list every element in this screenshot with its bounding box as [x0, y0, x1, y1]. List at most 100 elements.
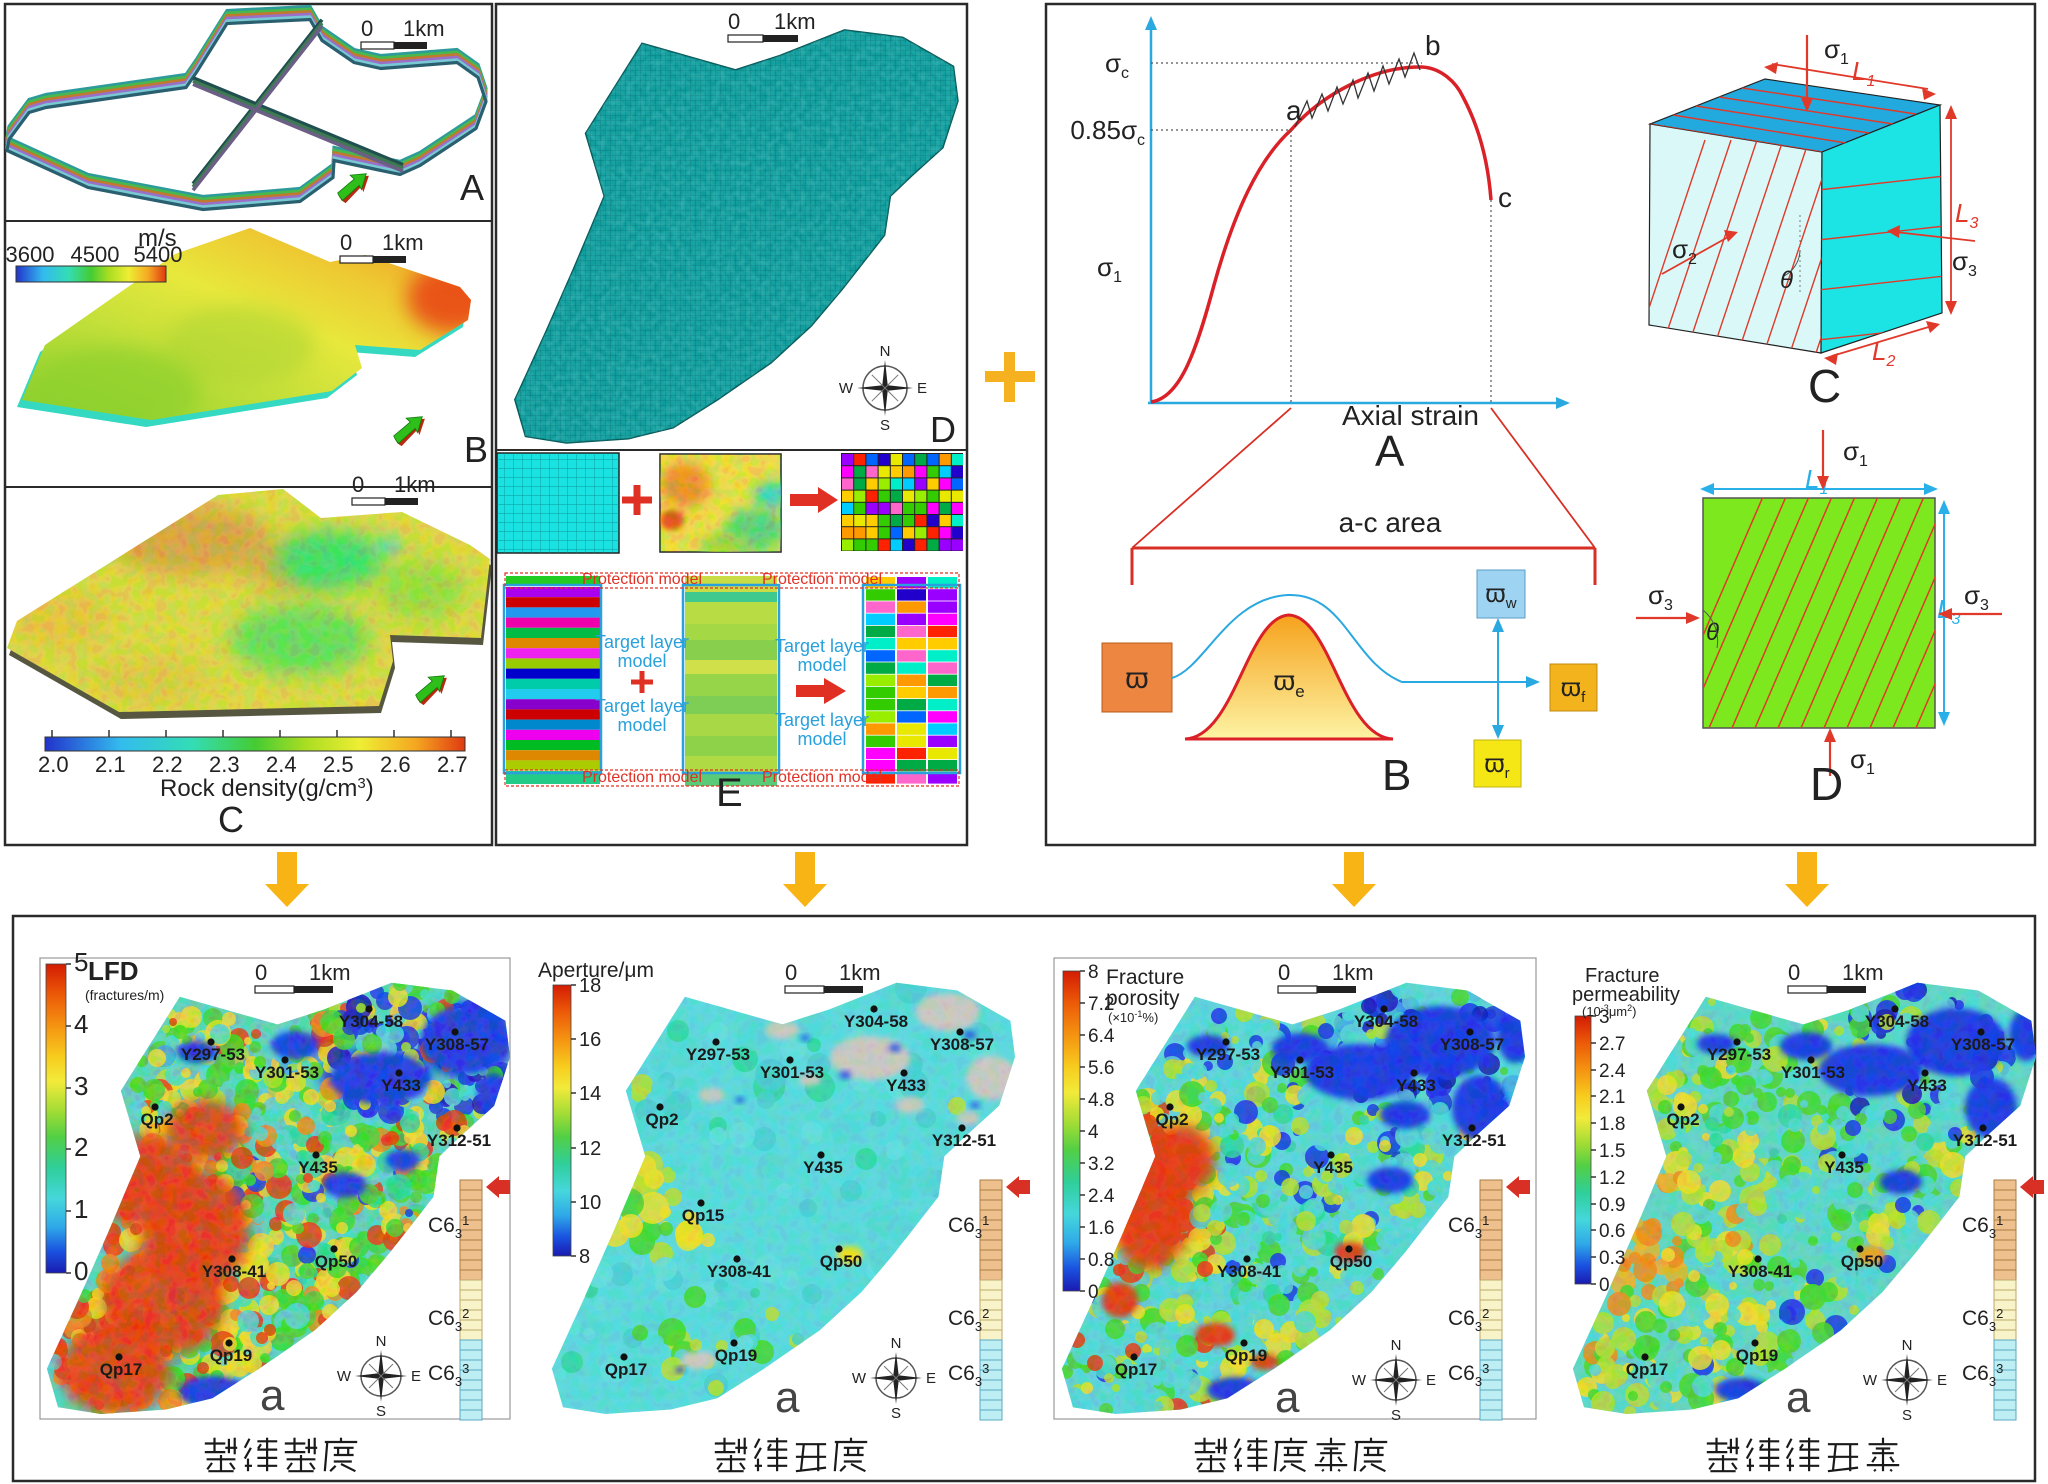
- svg-text:0: 0: [361, 16, 373, 41]
- svg-text:Y308-57: Y308-57: [425, 1035, 489, 1054]
- svg-text:C: C: [218, 799, 244, 840]
- svg-text:0.3: 0.3: [1599, 1248, 1625, 1269]
- svg-text:Y304-58: Y304-58: [339, 1012, 403, 1031]
- svg-text:(×10-1%): (×10-1%): [1108, 1009, 1158, 1025]
- svg-text:1km: 1km: [774, 9, 816, 34]
- svg-text:a: a: [1286, 95, 1302, 126]
- svg-text:θ: θ: [1780, 267, 1793, 294]
- svg-text:model: model: [617, 715, 666, 735]
- svg-text:1.8: 1.8: [1599, 1114, 1625, 1135]
- svg-text:0: 0: [1788, 960, 1800, 985]
- svg-text:Y304-58: Y304-58: [1354, 1012, 1418, 1031]
- svg-text:C631: C631: [1448, 1213, 1489, 1241]
- svg-text:E: E: [917, 380, 927, 397]
- svg-text:a: a: [1786, 1373, 1811, 1422]
- svg-text:Qp17: Qp17: [1626, 1360, 1669, 1379]
- svg-text:θ: θ: [1706, 619, 1719, 646]
- svg-text:1km: 1km: [382, 230, 424, 255]
- svg-text:Y297-53: Y297-53: [686, 1045, 750, 1064]
- svg-text:Y308-41: Y308-41: [1217, 1262, 1281, 1281]
- svg-text:a-c area: a-c area: [1339, 507, 1442, 538]
- svg-text:2.3: 2.3: [209, 752, 240, 777]
- svg-text:Y435: Y435: [1824, 1158, 1864, 1177]
- svg-text:4: 4: [74, 1009, 88, 1039]
- svg-text:0.8: 0.8: [1088, 1250, 1114, 1271]
- svg-text:c: c: [1498, 182, 1512, 213]
- svg-text:D: D: [1810, 758, 1843, 810]
- svg-text:S: S: [1391, 1407, 1401, 1424]
- svg-text:4.8: 4.8: [1088, 1090, 1114, 1111]
- svg-text:E: E: [411, 1368, 421, 1385]
- svg-text:W: W: [1352, 1372, 1367, 1389]
- svg-text:Rock density(g/cm3): Rock density(g/cm3): [160, 775, 374, 802]
- svg-text:Y308-41: Y308-41: [1728, 1262, 1792, 1281]
- svg-text:16: 16: [579, 1029, 601, 1051]
- svg-text:0.6: 0.6: [1599, 1221, 1625, 1242]
- svg-text:2.0: 2.0: [38, 752, 69, 777]
- svg-text:N: N: [891, 1335, 902, 1352]
- svg-text:0: 0: [74, 1256, 88, 1286]
- svg-text:N: N: [1391, 1337, 1402, 1354]
- svg-text:Protection model: Protection model: [762, 769, 882, 786]
- svg-text:0: 0: [728, 9, 740, 34]
- svg-text:Target layer: Target layer: [595, 696, 689, 716]
- svg-text:0: 0: [1599, 1275, 1610, 1296]
- svg-text:(10-3μm2): (10-3μm2): [1582, 1003, 1637, 1019]
- svg-text:Y301-53: Y301-53: [255, 1063, 319, 1082]
- svg-text:Target layer: Target layer: [775, 636, 869, 656]
- svg-text:Fracture: Fracture: [1106, 966, 1184, 989]
- svg-text:0: 0: [785, 960, 797, 985]
- svg-text:1km: 1km: [839, 960, 881, 985]
- svg-text:4: 4: [1088, 1122, 1099, 1143]
- svg-text:1.6: 1.6: [1088, 1218, 1114, 1239]
- svg-text:Qp15: Qp15: [682, 1206, 725, 1225]
- svg-text:Y297-53: Y297-53: [1196, 1045, 1260, 1064]
- svg-text:Qp2: Qp2: [645, 1110, 678, 1129]
- svg-text:0: 0: [255, 960, 267, 985]
- svg-text:1.2: 1.2: [1599, 1168, 1625, 1189]
- svg-text:W: W: [1863, 1372, 1878, 1389]
- svg-text:5400: 5400: [134, 242, 183, 267]
- svg-text:Protection model: Protection model: [582, 769, 702, 786]
- svg-text:Y312-51: Y312-51: [1442, 1131, 1506, 1150]
- svg-text:8: 8: [1088, 962, 1099, 983]
- svg-text:Y304-58: Y304-58: [1865, 1012, 1929, 1031]
- svg-text:A: A: [1375, 427, 1405, 476]
- svg-text:Y433: Y433: [1396, 1076, 1436, 1095]
- svg-text:Y312-51: Y312-51: [1953, 1131, 2017, 1150]
- svg-text:2.4: 2.4: [1599, 1061, 1626, 1082]
- svg-text:Y301-53: Y301-53: [760, 1063, 824, 1082]
- svg-text:Y308-41: Y308-41: [707, 1262, 771, 1281]
- svg-text:2.5: 2.5: [323, 752, 354, 777]
- svg-text:2.7: 2.7: [1599, 1034, 1625, 1055]
- svg-text:B: B: [1382, 751, 1411, 800]
- svg-text:0.85σc: 0.85σc: [1070, 115, 1145, 149]
- svg-text:Target layer: Target layer: [595, 632, 689, 652]
- svg-text:E: E: [1937, 1372, 1947, 1389]
- svg-text:N: N: [880, 343, 891, 360]
- svg-text:Qp19: Qp19: [1736, 1346, 1779, 1365]
- svg-text:1km: 1km: [309, 960, 351, 985]
- svg-text:a: a: [260, 1371, 285, 1420]
- svg-text:A: A: [460, 167, 484, 208]
- svg-text:Axial strain: Axial strain: [1342, 400, 1479, 431]
- svg-text:3.2: 3.2: [1088, 1154, 1114, 1175]
- svg-text:0: 0: [340, 230, 352, 255]
- svg-text:a: a: [1275, 1373, 1300, 1422]
- svg-text:Y297-53: Y297-53: [181, 1045, 245, 1064]
- svg-text:W: W: [839, 380, 854, 397]
- svg-text:Y312-51: Y312-51: [427, 1131, 491, 1150]
- svg-text:Protection model: Protection model: [762, 571, 882, 588]
- svg-text:Y433: Y433: [886, 1076, 926, 1095]
- svg-text:3600: 3600: [6, 242, 55, 267]
- svg-text:Qp17: Qp17: [605, 1360, 648, 1379]
- svg-text:B: B: [464, 429, 488, 470]
- svg-text:model: model: [797, 655, 846, 675]
- svg-text:Y301-53: Y301-53: [1270, 1063, 1334, 1082]
- svg-text:1km: 1km: [394, 472, 436, 497]
- svg-text:Qp2: Qp2: [1155, 1110, 1188, 1129]
- svg-text:1km: 1km: [1332, 960, 1374, 985]
- svg-text:C: C: [1808, 360, 1841, 412]
- svg-text:Y435: Y435: [803, 1158, 843, 1177]
- svg-text:2: 2: [74, 1132, 88, 1162]
